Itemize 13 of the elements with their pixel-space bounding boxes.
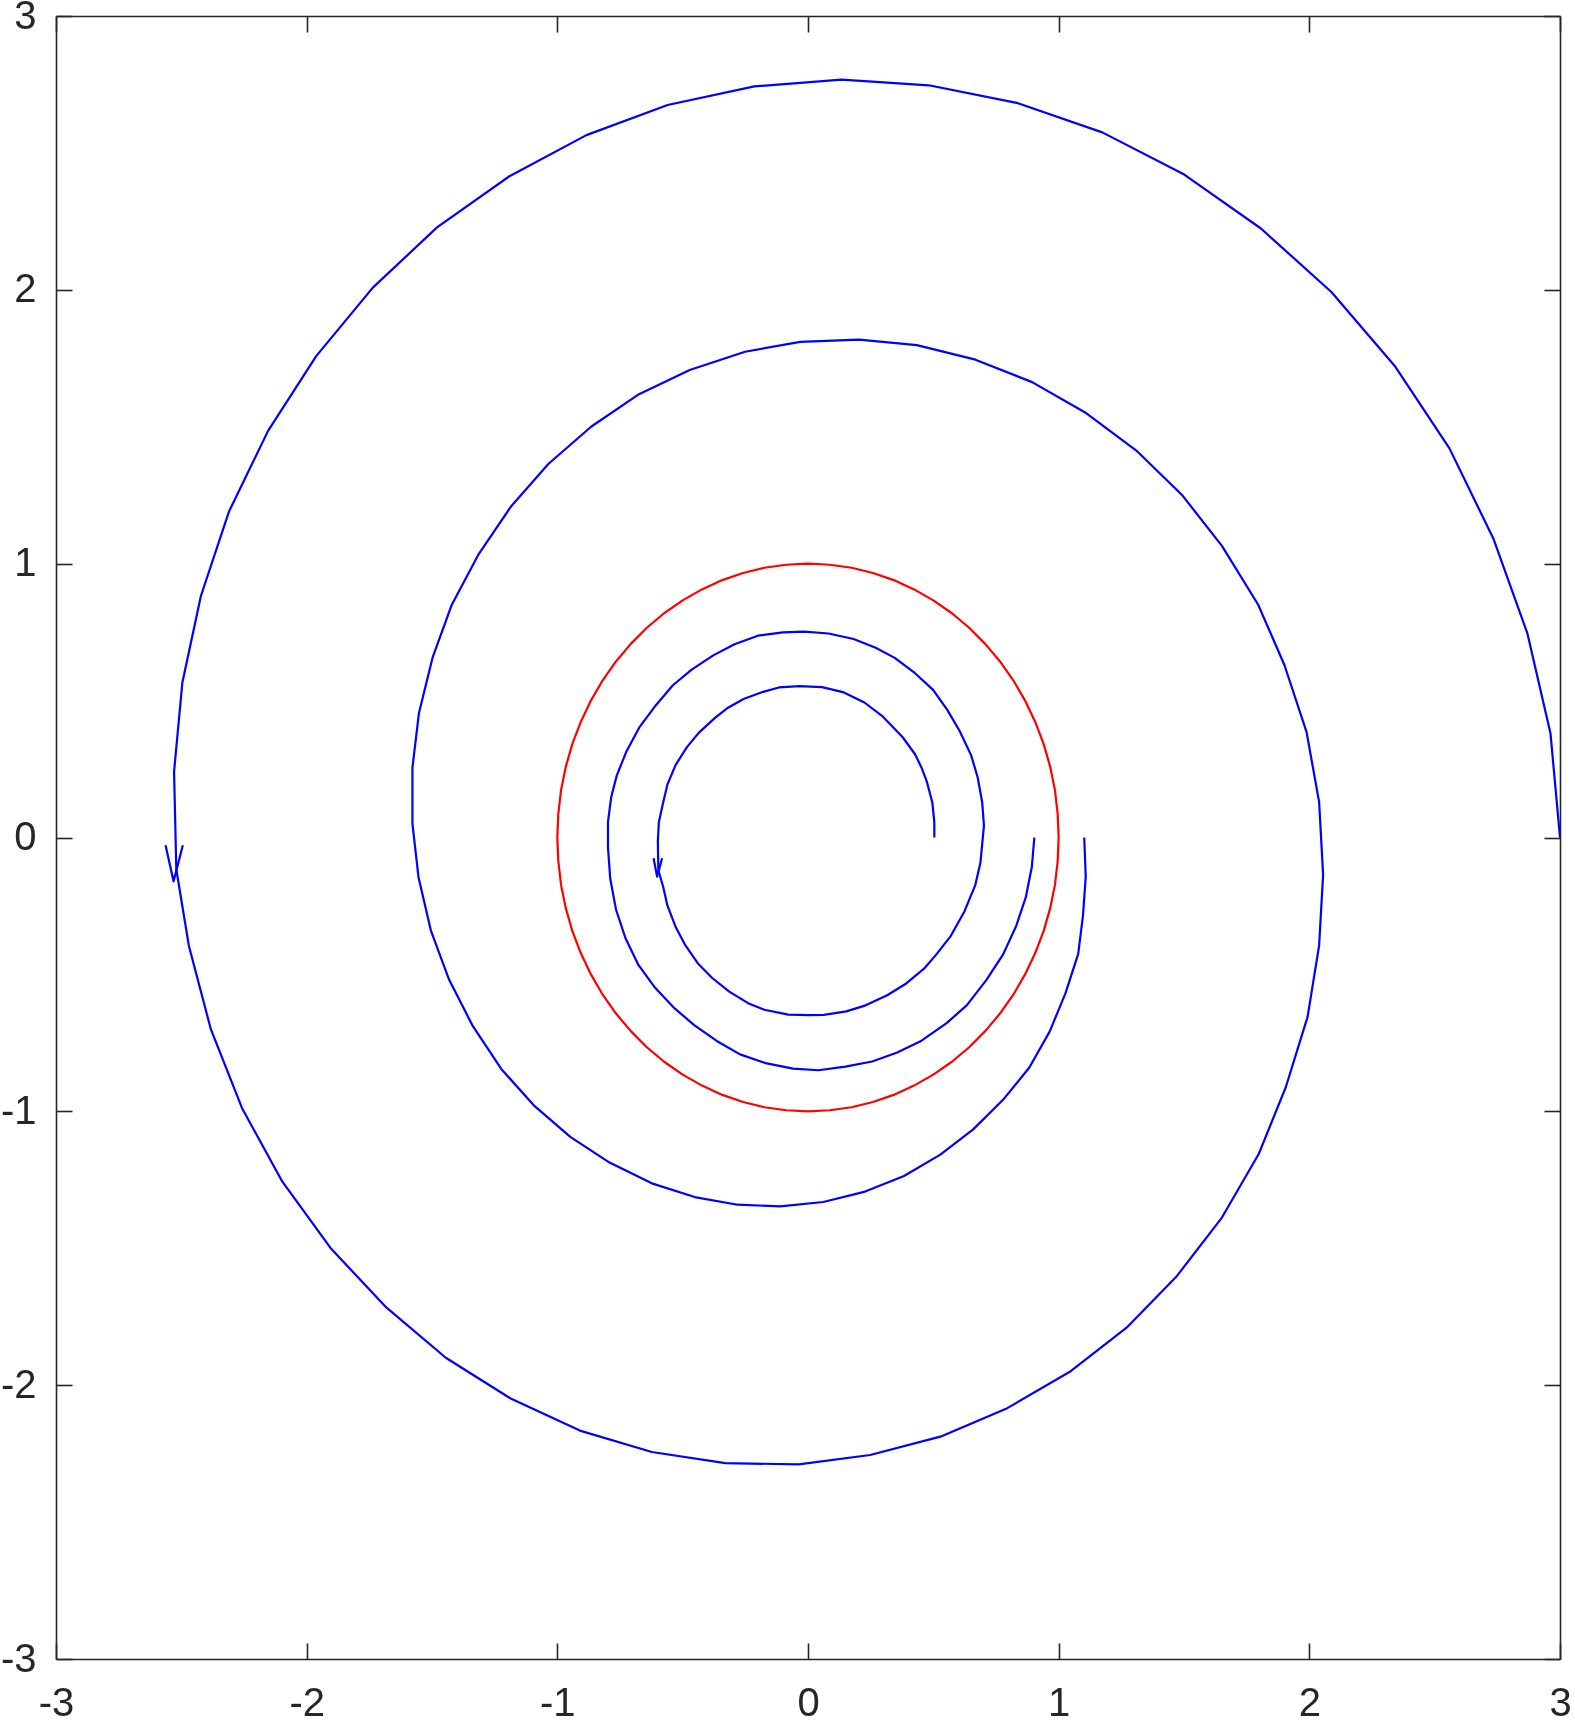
y-tick-label: 0 <box>14 814 37 858</box>
y-tick-label: 3 <box>14 0 37 37</box>
y-tick-label: 2 <box>14 266 37 311</box>
x-tick-label: 3 <box>1549 1679 1572 1721</box>
y-tick-label: -3 <box>0 1635 37 1680</box>
x-tick-label: 0 <box>797 1679 820 1721</box>
x-tick-label: 2 <box>1298 1679 1321 1721</box>
y-tick-label: -2 <box>0 1361 37 1406</box>
x-tick-label: -1 <box>540 1679 576 1721</box>
y-tick-label: 1 <box>14 540 37 585</box>
x-tick-label: 1 <box>1048 1679 1071 1721</box>
x-tick-label: -2 <box>289 1679 325 1721</box>
y-tick-label: -1 <box>0 1087 37 1132</box>
